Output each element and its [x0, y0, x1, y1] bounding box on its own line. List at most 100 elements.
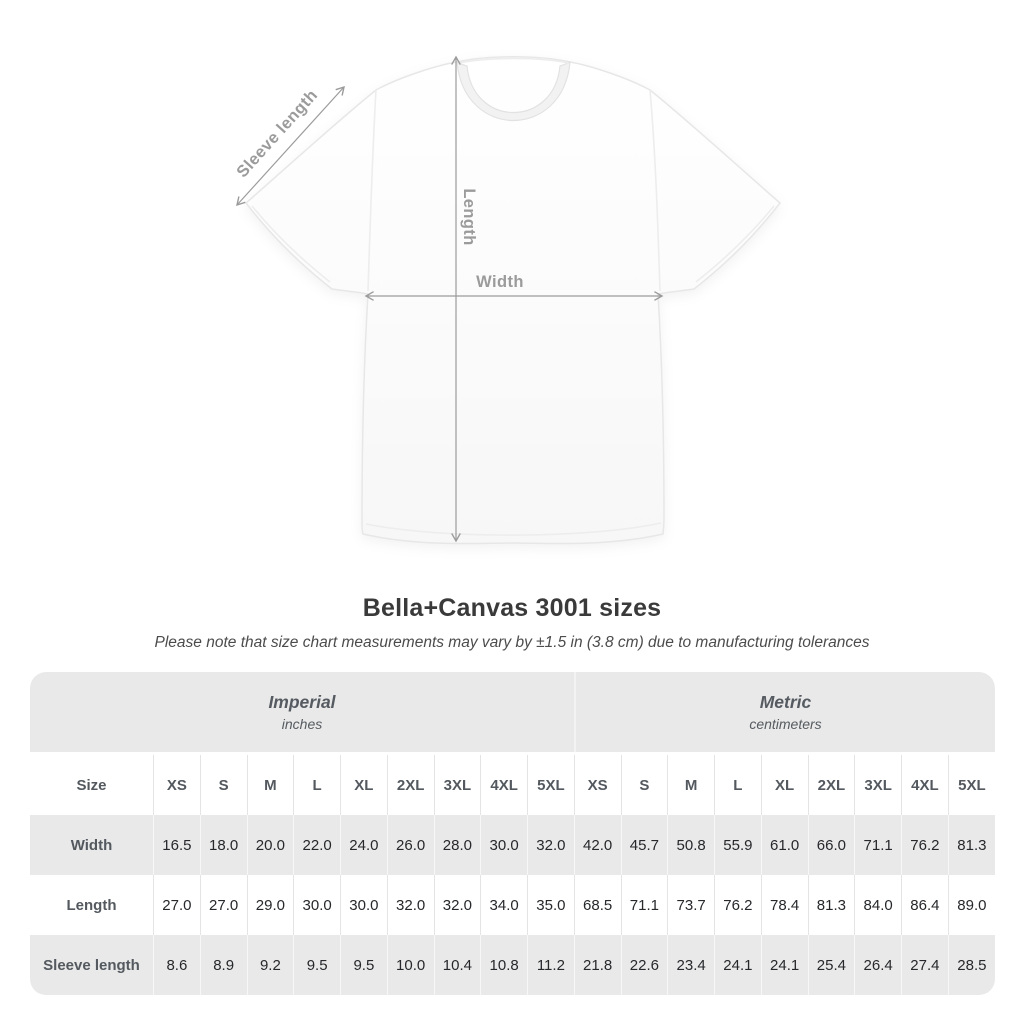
size-header: XL — [340, 755, 388, 815]
size-header: 3XL — [854, 755, 902, 815]
size-header: S — [200, 755, 248, 815]
size-value: 30.0 — [480, 815, 528, 875]
back-collar-seam — [458, 57, 569, 64]
size-value: 28.5 — [957, 956, 987, 974]
size-value: 10.4 — [434, 935, 482, 995]
right-sleeve-seam — [649, 89, 661, 292]
size-value: 32.0 — [434, 875, 482, 935]
size-value: 11.2 — [527, 935, 575, 995]
size-header: L — [714, 755, 762, 815]
table-row: Length 27.0 27.0 29.0 30.0 30.0 32.0 32.0 34.0 35… — [30, 875, 995, 935]
size-value: 27.0 — [153, 875, 201, 935]
size-value: 27.0 — [200, 875, 248, 935]
left-sleeve-seam — [367, 89, 377, 292]
size-value: 9.2 — [247, 935, 295, 995]
size-value: 81.3 — [808, 875, 856, 935]
size-header: XS — [574, 755, 622, 815]
tshirt-collar — [456, 60, 571, 122]
size-header-row: Size XS S M L XL 2XL 3XL 4XL 5XL XS S M L XL 2XL 3XL 4XL… — [30, 755, 995, 815]
size-value: 73.7 — [667, 875, 715, 935]
size-value: 35.0 — [527, 875, 575, 935]
size-value: 25.4 — [808, 935, 856, 995]
size-value: 22.0 — [293, 815, 341, 875]
size-value: 18.0 — [200, 815, 248, 875]
size-value: 8.9 — [200, 935, 248, 995]
size-value: 26.0 — [387, 815, 435, 875]
size-value: 28.0 — [434, 815, 482, 875]
size-value: 24.1 — [714, 935, 762, 995]
size-value: 10.8 — [480, 935, 528, 995]
table-row: Width 16.5 18.0 20.0 22.0 24.0 26.0 28.0 30.0 32.… — [30, 815, 995, 875]
size-value: 50.8 — [667, 815, 715, 875]
metric-sublabel: centimeters — [749, 716, 822, 732]
tshirt-diagram: Sleeve length Length Width — [233, 55, 782, 545]
size-header: XS — [153, 755, 201, 815]
metric-label: Metric — [759, 692, 812, 712]
size-value: 81.3 — [957, 836, 987, 854]
size-value: 71.1 — [854, 815, 902, 875]
size-value: 32.0 — [527, 815, 575, 875]
width-label: Width — [476, 273, 524, 291]
size-value: 10.0 — [387, 935, 435, 995]
size-value: 86.4 — [901, 875, 949, 935]
size-header: M — [667, 755, 715, 815]
size-value: 89.0 — [957, 896, 987, 914]
size-header: 4XL — [480, 755, 528, 815]
size-column-header: Size — [30, 755, 154, 815]
row-label: Sleeve length — [30, 935, 154, 995]
imperial-label: Imperial — [268, 692, 336, 712]
size-header: 4XL — [901, 755, 949, 815]
size-value: 16.5 — [153, 815, 201, 875]
size-chart: Imperial inches Metric centimeters Size … — [30, 672, 995, 995]
size-value: 20.0 — [247, 815, 295, 875]
size-value: 32.0 — [387, 875, 435, 935]
tolerance-note: Please note that size chart measurements… — [154, 634, 870, 651]
size-header: L — [293, 755, 341, 815]
unit-group-metric: Metric centimeters — [574, 672, 995, 752]
size-header: S — [621, 755, 669, 815]
size-value: 9.5 — [293, 935, 341, 995]
size-value: 61.0 — [761, 815, 809, 875]
size-value: 29.0 — [247, 875, 295, 935]
size-value: 30.0 — [293, 875, 341, 935]
row-label: Length — [30, 875, 154, 935]
size-value: 66.0 — [808, 815, 856, 875]
size-value: 27.4 — [901, 935, 949, 995]
size-value: 26.4 — [854, 935, 902, 995]
size-value: 22.6 — [621, 935, 669, 995]
size-value: 84.0 — [854, 875, 902, 935]
tshirt-body — [244, 56, 782, 545]
sleeve-length-arrow — [236, 85, 345, 207]
size-value: 78.4 — [761, 875, 809, 935]
hem-seam — [365, 522, 662, 536]
size-value: 21.8 — [574, 935, 622, 995]
size-value: 30.0 — [340, 875, 388, 935]
size-value: 71.1 — [621, 875, 669, 935]
imperial-sublabel: inches — [281, 716, 323, 732]
length-label: Length — [460, 188, 478, 245]
size-value: 8.6 — [153, 935, 201, 995]
tshirt-illustration: Sleeve length Length Width — [233, 55, 782, 545]
size-table: Size XS S M L XL 2XL 3XL 4XL 5XL XS S M L XL 2XL 3XL 4XL… — [30, 755, 995, 995]
size-header: 3XL — [434, 755, 482, 815]
table-row: Sleeve length 8.6 8.9 9.2 9.5 9.5 10.0 10.4 10.8… — [30, 935, 995, 995]
size-value: 24.0 — [340, 815, 388, 875]
unit-group-imperial: Imperial inches — [30, 672, 574, 752]
size-value: 24.1 — [761, 935, 809, 995]
size-value: 76.2 — [901, 815, 949, 875]
size-value: 23.4 — [667, 935, 715, 995]
size-header: XL — [761, 755, 809, 815]
size-value: 9.5 — [340, 935, 388, 995]
size-value: 34.0 — [480, 875, 528, 935]
size-header: 2XL — [387, 755, 435, 815]
right-sleeve-hem — [695, 205, 775, 283]
size-value: 42.0 — [574, 815, 622, 875]
size-value: 68.5 — [574, 875, 622, 935]
page-title: Bella+Canvas 3001 sizes — [362, 594, 662, 622]
size-value: 55.9 — [714, 815, 762, 875]
unit-header-band: Imperial inches Metric centimeters — [30, 672, 995, 752]
size-value: 45.7 — [621, 815, 669, 875]
size-header: 5XL — [527, 755, 575, 815]
size-header: M — [247, 755, 295, 815]
size-header: 2XL — [808, 755, 856, 815]
